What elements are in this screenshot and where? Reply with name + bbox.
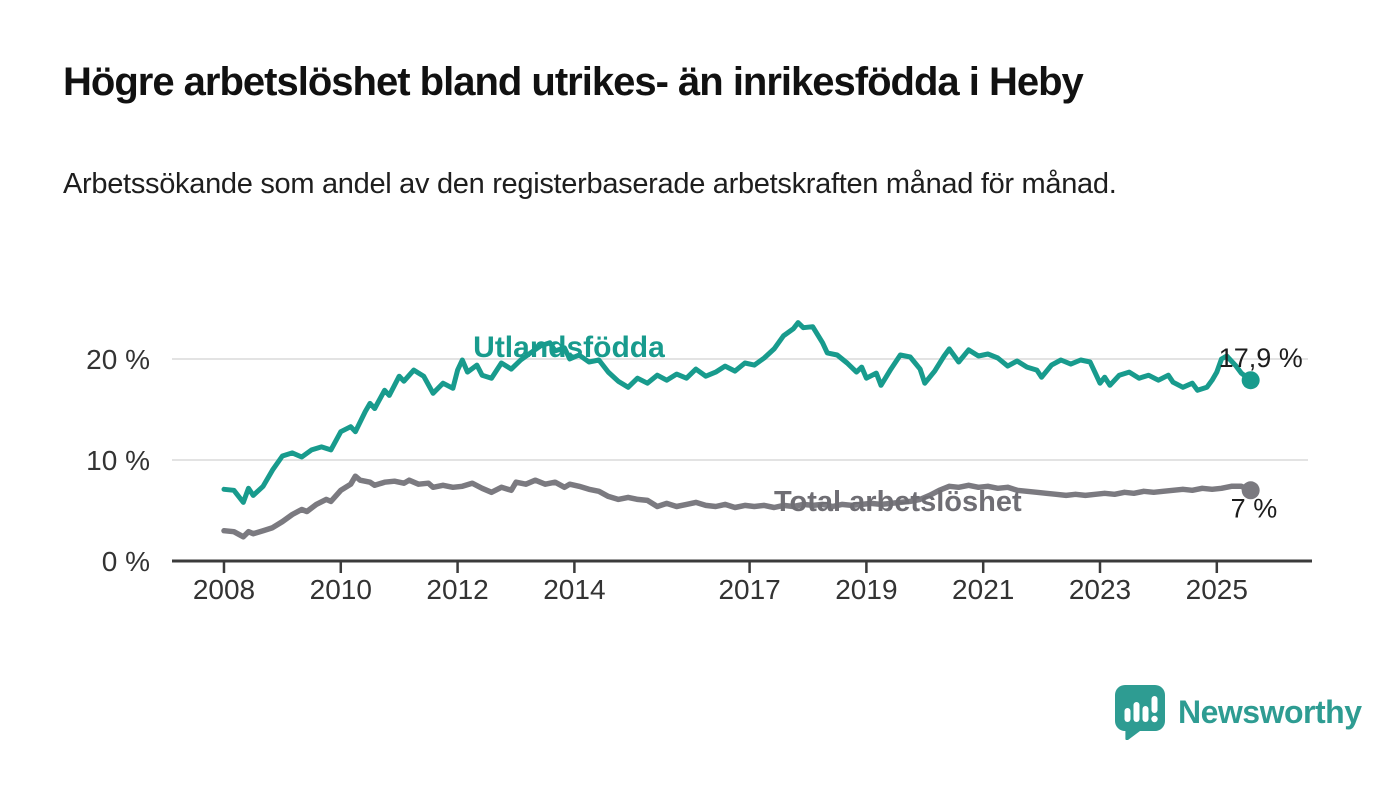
series-label: Total arbetslöshet <box>774 486 1022 518</box>
x-axis-tick-label: 2017 <box>718 574 780 605</box>
chart-subtitle: Arbetssökande som andel av den registerb… <box>63 168 1117 200</box>
footer-branding: Newsworthy <box>1114 684 1362 740</box>
newsworthy-brand-name: Newsworthy <box>1178 694 1362 730</box>
x-axis-tick-label: 2010 <box>310 574 372 605</box>
chart-title: Högre arbetslöshet bland utrikes- än inr… <box>63 60 1084 104</box>
series-end-dot <box>1241 371 1260 390</box>
x-axis-tick-label: 2008 <box>193 574 255 605</box>
x-axis-tick-label: 2019 <box>835 574 897 605</box>
series-end-value-label: 7 % <box>1231 493 1278 523</box>
x-axis-tick-label: 2023 <box>1069 574 1131 605</box>
y-axis-tick-label: 10 % <box>86 445 150 476</box>
series-end-value-label: 17,9 % <box>1219 343 1303 373</box>
x-axis-tick-label: 2012 <box>426 574 488 605</box>
x-axis-tick-label: 2014 <box>543 574 605 605</box>
y-axis-tick-label: 20 % <box>86 344 150 375</box>
newsworthy-logo-icon <box>1115 685 1165 740</box>
x-axis-tick-label: 2025 <box>1186 574 1248 605</box>
y-axis-tick-label: 0 % <box>102 546 150 577</box>
series-end-dot <box>1241 481 1260 500</box>
x-axis-tick-label: 2021 <box>952 574 1014 605</box>
series-line-total <box>221 473 1254 540</box>
series-line-utlandsfodda <box>221 320 1254 505</box>
series-label: Utlandsfödda <box>473 331 665 364</box>
